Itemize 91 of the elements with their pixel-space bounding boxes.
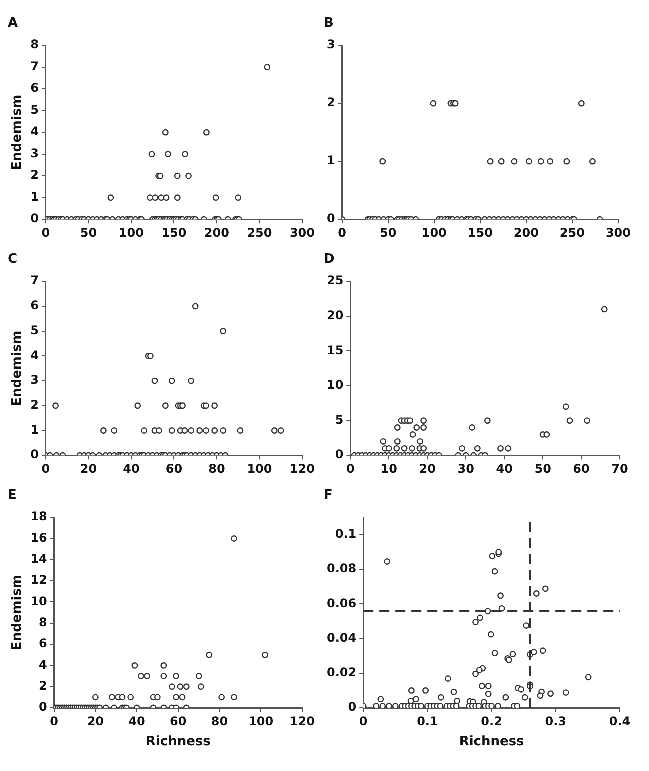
y-tick-label: 8 [38, 616, 48, 630]
x-tick-label: 10 [380, 462, 398, 476]
x-tick-label: 0 [50, 714, 58, 728]
y-tick-label: 0.08 [327, 562, 357, 576]
y-tick-label: 8 [30, 38, 39, 52]
x-tick-label: 0.2 [481, 714, 502, 728]
x-tick-label: 100 [118, 226, 144, 240]
x-tick-label: 0 [359, 714, 368, 728]
x-tick-label: 80 [211, 714, 228, 728]
x-tick-label: 80 [208, 462, 226, 476]
y-tick-label: 6 [38, 636, 48, 651]
y-tick-label: 0.1 [335, 527, 357, 542]
y-axis-title: Endemism [10, 330, 26, 406]
y-tick-label: 10 [326, 378, 344, 392]
x-axis-title: Richness [459, 734, 525, 750]
y-tick-label: 0 [30, 448, 39, 462]
x-tick-label: 50 [534, 462, 552, 476]
x-tick-label: 20 [80, 462, 98, 476]
y-tick-label: 0 [326, 212, 336, 226]
y-tick-label: 14 [30, 552, 48, 566]
x-tick-label: 120 [290, 462, 316, 476]
x-tick-label: 150 [468, 226, 493, 240]
y-tick-label: 0 [348, 700, 357, 714]
x-tick-label: 100 [247, 462, 272, 476]
y-tick-label: 3 [30, 146, 39, 160]
y-tick-label: 1 [30, 190, 39, 204]
y-tick-label: 5 [30, 323, 39, 338]
y-tick-label: 15 [326, 343, 344, 358]
y-tick-label: 18 [30, 510, 48, 524]
chart-title: B [324, 16, 334, 32]
x-tick-label: 50 [380, 226, 397, 240]
y-tick-label: 16 [30, 530, 48, 545]
x-axis-title: Richness [146, 734, 212, 750]
x-tick-label: 70 [612, 462, 628, 476]
y-tick-label: 0.06 [327, 596, 357, 610]
x-tick-label: 300 [290, 226, 316, 240]
x-tick-label: 250 [247, 226, 272, 240]
x-tick-label: 40 [123, 462, 140, 476]
x-tick-label: 150 [162, 226, 187, 240]
x-tick-label: 300 [606, 226, 632, 240]
y-tick-label: 0 [38, 700, 48, 714]
y-tick-label: 0 [30, 212, 39, 226]
x-tick-label: 40 [128, 714, 146, 728]
y-tick-label: 12 [30, 573, 48, 588]
y-tick-label: 25 [326, 274, 344, 288]
y-tick-label: 0 [335, 448, 344, 462]
x-tick-label: 0.1 [417, 714, 438, 728]
x-tick-label: 0.3 [545, 714, 567, 728]
y-tick-label: 5 [335, 412, 344, 427]
y-tick-label: 20 [326, 308, 344, 323]
y-tick-label: 7 [30, 274, 39, 288]
x-tick-label: 60 [170, 714, 187, 728]
y-tick-label: 2 [326, 96, 336, 110]
x-tick-label: 0.4 [609, 714, 631, 728]
x-tick-label: 40 [496, 462, 513, 476]
x-tick-label: 200 [514, 226, 539, 240]
y-tick-label: 5 [30, 102, 39, 117]
x-tick-label: 30 [458, 462, 474, 476]
y-tick-label: 0.02 [327, 666, 357, 680]
y-tick-label: 0.04 [327, 630, 357, 645]
chart-title: C [8, 252, 18, 268]
x-tick-label: 100 [422, 226, 447, 240]
chart-title: F [324, 488, 333, 504]
y-tick-label: 2 [30, 168, 39, 182]
y-tick-label: 6 [30, 298, 39, 313]
x-tick-label: 20 [419, 462, 436, 476]
y-tick-label: 2 [30, 398, 39, 412]
x-tick-label: 120 [290, 714, 316, 728]
y-tick-label: 3 [30, 373, 39, 388]
y-tick-label: 6 [30, 81, 39, 96]
x-tick-label: 250 [560, 226, 585, 240]
y-tick-label: 7 [30, 59, 39, 74]
y-tick-label: 4 [30, 348, 39, 362]
y-tick-label: 4 [38, 658, 48, 672]
y-axis-title: Endemism [10, 94, 26, 170]
y-tick-label: 1 [30, 422, 39, 437]
y-tick-label: 1 [326, 154, 336, 168]
x-tick-label: 50 [80, 226, 98, 240]
x-tick-label: 60 [166, 462, 183, 476]
chart-title: A [8, 16, 18, 32]
chart-title: E [8, 488, 17, 504]
x-tick-label: 100 [248, 714, 274, 728]
x-tick-label: 60 [573, 462, 590, 476]
x-tick-label: 200 [204, 226, 230, 240]
y-tick-label: 10 [30, 594, 48, 608]
chart-title: D [324, 252, 335, 268]
x-tick-label: 20 [87, 714, 104, 728]
y-tick-label: 4 [30, 124, 39, 139]
y-axis-title: Endemism [10, 575, 26, 651]
y-tick-label: 2 [38, 678, 48, 693]
y-tick-label: 3 [326, 38, 336, 52]
